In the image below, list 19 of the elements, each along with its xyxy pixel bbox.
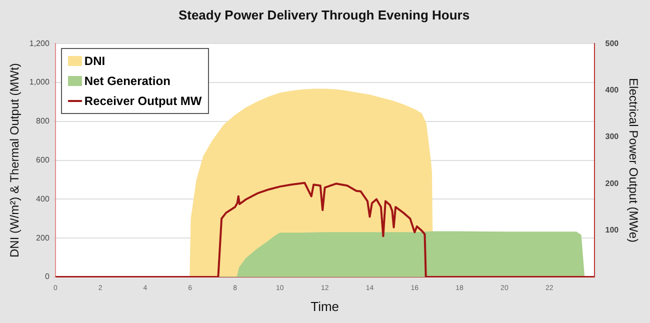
x-axis-title: Time <box>310 298 340 314</box>
y2-tick-label: 300 <box>605 132 620 142</box>
legend-label: Receiver Output MW <box>84 92 202 110</box>
y-tick-label: 600 <box>36 156 50 165</box>
y-tick-label: 400 <box>36 194 50 204</box>
legend-label: Net Generation <box>84 72 170 90</box>
y2-tick-label: 200 <box>605 178 620 188</box>
y-tick-label: 800 <box>36 116 50 126</box>
chart-title: Steady Power Delivery Through Evening Hours <box>178 7 470 22</box>
y2-tick-label: 400 <box>605 85 620 94</box>
y-tick-label: 1,000 <box>29 78 50 87</box>
legend-label: DNI <box>84 52 106 70</box>
y-tick-label: 1,200 <box>29 38 50 48</box>
y-axis-title: DNI (W/m²) & Thermal Output (MWt) <box>8 63 22 258</box>
y2-tick-label: 100 <box>605 226 620 235</box>
y2-tick-label: 500 <box>605 38 620 48</box>
y-tick-label: 0 <box>44 272 50 282</box>
y2-axis-title: Electrical Power Output (MWe) <box>626 78 640 243</box>
y-tick-label: 200 <box>36 233 50 242</box>
